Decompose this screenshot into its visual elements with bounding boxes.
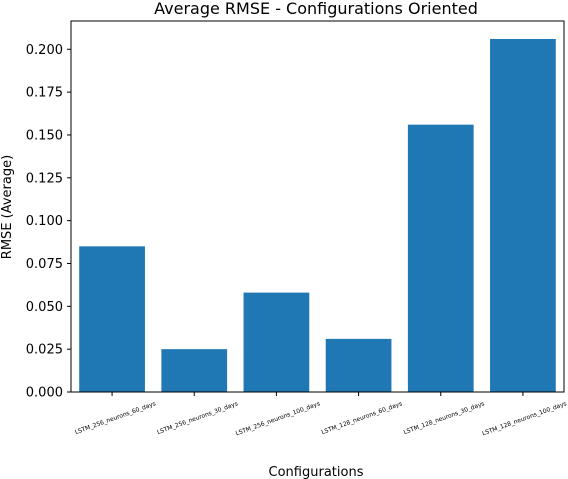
y-tick-label: 0.175 (26, 86, 63, 101)
y-axis: 0.000 0.025 0.050 0.075 0.100 0.125 0.150 0.175… (26, 43, 71, 401)
x-axis-label: Configurations (269, 465, 364, 479)
x-tick-label: LSTM_256_neurons_60_days (74, 400, 157, 436)
y-tick-label: 0.025 (26, 343, 63, 358)
bar-LSTM_128_neurons_100_days (490, 38, 556, 392)
x-axis: LSTM_256_neurons_60_days LSTM_256_neurons… (74, 392, 568, 437)
x-tick-label: LSTM_128_neurons_100_days (481, 400, 567, 437)
chart-title: Average RMSE - Configurations Oriented (154, 0, 478, 18)
x-tick-label: LSTM_128_neurons_30_days (403, 400, 486, 436)
bar-LSTM_256_neurons_100_days (243, 292, 310, 392)
y-tick-label: 0.050 (26, 300, 63, 315)
y-tick-label: 0.000 (26, 386, 63, 401)
y-tick-label: 0.125 (26, 171, 63, 186)
y-tick-label: 0.100 (26, 214, 63, 229)
y-axis-label: RMSE (Average) (0, 155, 15, 259)
y-tick-label: 0.150 (26, 128, 63, 143)
bars-group (79, 38, 556, 392)
bar-LSTM_128_neurons_60_days (325, 338, 392, 392)
y-tick-label: 0.200 (26, 43, 63, 58)
x-tick-label: LSTM_256_neurons_30_days (156, 400, 239, 436)
bar-LSTM_256_neurons_30_days (161, 349, 228, 392)
x-tick-label: LSTM_128_neurons_60_days (321, 400, 404, 436)
bar-LSTM_256_neurons_60_days (79, 246, 145, 392)
x-tick-label: LSTM_256_neurons_100_days (235, 400, 321, 437)
plot-frame (70, 20, 565, 393)
y-tick-label: 0.075 (26, 257, 63, 272)
bar-LSTM_128_neurons_30_days (407, 124, 474, 392)
